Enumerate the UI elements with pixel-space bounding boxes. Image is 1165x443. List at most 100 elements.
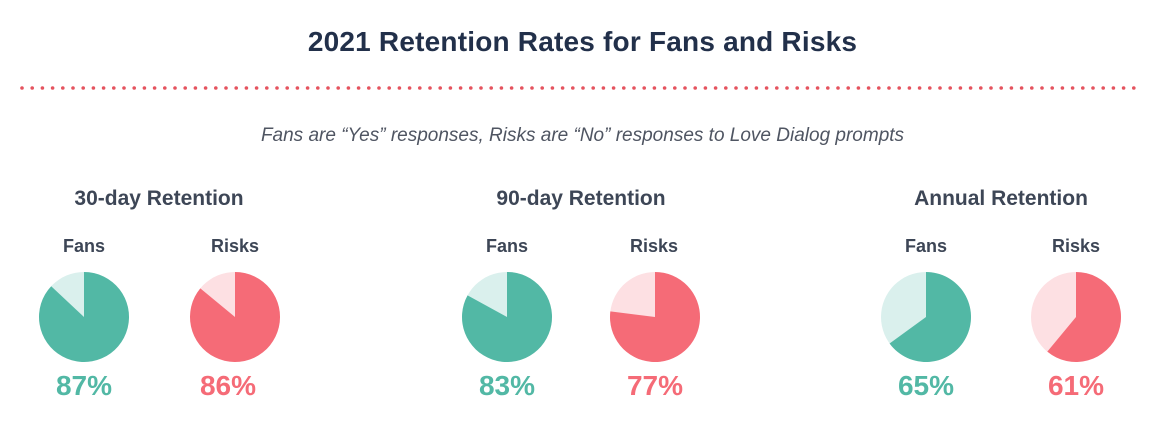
divider-dot xyxy=(61,86,65,90)
divider-dot xyxy=(938,86,942,90)
divider-dot xyxy=(224,86,228,90)
divider-dot xyxy=(295,86,300,90)
divider-dot xyxy=(163,86,167,90)
pct-30-day-fans: 87% xyxy=(55,370,113,401)
pct-annual-risks: 61% xyxy=(1047,370,1105,401)
divider-dot xyxy=(1040,86,1044,90)
divider-dot xyxy=(968,86,973,90)
divider-dot xyxy=(91,86,96,90)
divider-dot xyxy=(122,86,126,90)
divider-dot xyxy=(214,86,218,90)
divider-dot xyxy=(530,86,534,90)
risks-retained-slice xyxy=(190,272,281,362)
divider-dot xyxy=(489,86,494,90)
divider-dot xyxy=(1121,86,1126,90)
divider-dot xyxy=(622,86,626,90)
divider-dot xyxy=(642,86,646,90)
risks-retained-slice xyxy=(1047,272,1122,362)
pie-label-30-day-fans: Fans xyxy=(62,236,105,256)
group-title-90-day: 90-day Retention xyxy=(496,187,666,210)
divider-dot xyxy=(581,86,585,90)
divider-dot xyxy=(713,86,718,90)
divider-dot xyxy=(673,86,677,90)
pie-label-30-day-risks: Risks xyxy=(210,236,260,256)
divider-dot xyxy=(703,86,708,90)
pie-annual-fans xyxy=(881,272,971,362)
divider-dot xyxy=(173,86,177,90)
fans-retained-slice xyxy=(39,272,130,362)
divider-dot xyxy=(438,86,443,90)
divider-dot xyxy=(1132,86,1136,90)
divider-dot xyxy=(356,86,361,90)
divider-dot xyxy=(448,86,453,90)
divider-dot xyxy=(193,86,198,90)
divider-dot xyxy=(652,86,657,90)
divider-dot xyxy=(979,86,983,90)
divider-dot xyxy=(1009,86,1014,90)
divider-dot xyxy=(907,86,912,90)
divider-dot xyxy=(418,86,422,90)
divider-dot xyxy=(744,86,748,90)
divider-dot xyxy=(928,86,932,90)
divider-dot xyxy=(152,86,157,90)
chart-title: 2021 Retention Rates for Fans and Risks xyxy=(307,26,858,57)
divider-dot xyxy=(846,86,850,90)
divider-dot xyxy=(112,86,116,90)
pie-annual-risks xyxy=(1031,272,1122,362)
divider-dot xyxy=(499,86,504,90)
divider-dot xyxy=(836,86,840,90)
pie-90-day-risks xyxy=(609,272,700,362)
group-title-annual: Annual Retention xyxy=(914,187,1088,210)
divider-dot xyxy=(683,86,687,90)
divider-dot xyxy=(316,86,320,90)
pie-30-day-risks xyxy=(190,272,281,362)
divider-dot xyxy=(897,86,901,90)
divider-dot xyxy=(40,86,45,90)
divider-dot xyxy=(887,86,891,90)
divider-dot xyxy=(469,86,473,90)
divider-dot xyxy=(1111,86,1116,90)
divider-dot xyxy=(856,86,861,90)
chart-subtitle: Fans are “Yes” responses, Risks are “No”… xyxy=(260,125,905,146)
divider-dot xyxy=(815,86,820,90)
divider-dot xyxy=(1019,86,1024,90)
dotted-divider xyxy=(20,86,1136,90)
divider-dot xyxy=(826,86,830,90)
divider-dot xyxy=(1060,86,1065,90)
divider-dot xyxy=(1101,86,1105,90)
divider-dot xyxy=(265,86,269,90)
divider-dot xyxy=(285,86,290,90)
divider-dot xyxy=(234,86,238,90)
divider-dot xyxy=(254,86,259,90)
divider-dot xyxy=(775,86,779,90)
divider-dot xyxy=(367,86,371,90)
divider-dot xyxy=(377,86,381,90)
divider-dot xyxy=(1050,86,1054,90)
divider-dot xyxy=(132,86,136,90)
divider-dot xyxy=(326,86,330,90)
divider-dot xyxy=(336,86,341,90)
divider-dot xyxy=(571,86,575,90)
risks-retained-slice xyxy=(609,272,700,362)
divider-dot xyxy=(20,86,24,90)
pie-label-90-day-risks: Risks xyxy=(629,236,679,256)
divider-dot xyxy=(989,86,993,90)
divider-dot xyxy=(948,86,952,90)
divider-dot xyxy=(724,86,728,90)
divider-dot xyxy=(662,86,667,90)
divider-dot xyxy=(397,86,402,90)
divider-dot xyxy=(611,86,616,90)
divider-dot xyxy=(632,86,636,90)
pct-annual-fans: 65% xyxy=(897,370,955,401)
divider-dot xyxy=(1030,86,1034,90)
divider-dot xyxy=(693,86,697,90)
pie-30-day-fans xyxy=(39,272,130,362)
divider-dot xyxy=(734,86,738,90)
divider-dot xyxy=(1070,86,1075,90)
divider-dot xyxy=(1081,86,1085,90)
divider-dot xyxy=(509,86,514,90)
divider-dot xyxy=(183,86,187,90)
divider-dot xyxy=(30,86,34,90)
divider-dot xyxy=(999,86,1003,90)
divider-dot xyxy=(520,86,524,90)
